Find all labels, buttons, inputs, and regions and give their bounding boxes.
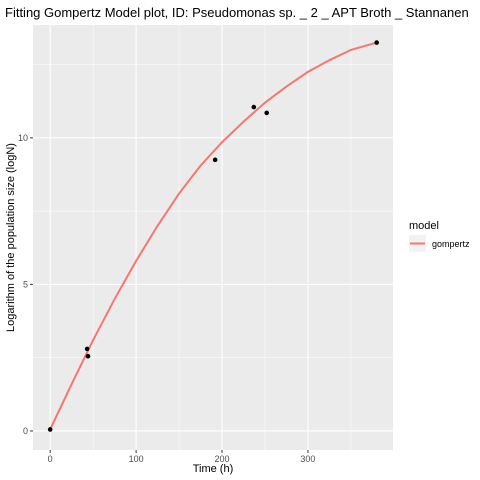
- x-axis-title: Time (h): [193, 463, 234, 475]
- y-tick-label: 0: [23, 426, 28, 436]
- y-tick-label: 5: [23, 279, 28, 289]
- plot-panel: [33, 25, 393, 450]
- y-tick-label: 10: [18, 133, 28, 143]
- y-axis-title: Logarithm of the population size (logN): [5, 143, 17, 332]
- x-tick-label: 100: [129, 454, 144, 464]
- legend: model gompertz: [409, 220, 470, 252]
- x-tick-label: 300: [300, 454, 315, 464]
- data-point: [47, 427, 53, 432]
- chart-title: Fitting Gompertz Model plot, ID: Pseudom…: [5, 5, 469, 20]
- legend-label-gompertz: gompertz: [432, 239, 470, 249]
- x-tick-label: 0: [48, 454, 53, 464]
- data-point: [374, 40, 379, 45]
- data-point: [251, 104, 257, 110]
- y-axis-ticks: 0 5 10: [18, 133, 33, 436]
- grid-minor: [33, 25, 393, 450]
- data-point: [264, 110, 269, 116]
- gompertz-fit-line: [49, 41, 377, 430]
- x-tick-label: 200: [215, 454, 230, 464]
- x-axis-ticks: 0 100 200 300: [48, 450, 315, 464]
- grid-major: [33, 25, 393, 450]
- legend-title: model: [409, 220, 439, 232]
- data-point: [85, 353, 91, 359]
- data-point: [84, 346, 90, 352]
- data-points: [47, 40, 379, 432]
- data-point: [212, 157, 218, 163]
